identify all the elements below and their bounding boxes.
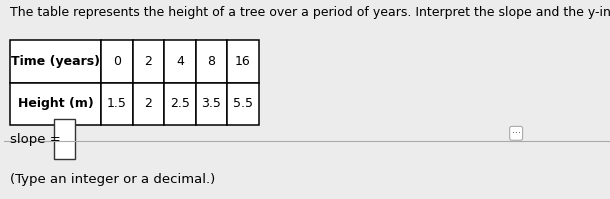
Bar: [101, 40, 133, 83]
Bar: [196, 40, 227, 83]
Text: 1.5: 1.5: [107, 98, 127, 110]
Bar: [133, 40, 164, 83]
Text: 3.5: 3.5: [201, 98, 221, 110]
Text: Height (m): Height (m): [18, 98, 94, 110]
Text: 5.5: 5.5: [233, 98, 253, 110]
Bar: [196, 83, 227, 125]
Bar: [133, 83, 164, 125]
Bar: [164, 40, 196, 83]
Bar: [10, 40, 101, 83]
Text: ···: ···: [512, 128, 520, 138]
Bar: [227, 83, 259, 125]
Text: 4: 4: [176, 55, 184, 68]
Bar: [10, 83, 101, 125]
Text: The table represents the height of a tree over a period of years. Interpret the : The table represents the height of a tre…: [10, 6, 610, 19]
Text: 16: 16: [235, 55, 251, 68]
Text: Time (years): Time (years): [12, 55, 100, 68]
Bar: [101, 83, 133, 125]
Text: (Type an integer or a decimal.): (Type an integer or a decimal.): [10, 173, 215, 186]
Text: 2.5: 2.5: [170, 98, 190, 110]
Text: 2: 2: [145, 98, 152, 110]
Text: 2: 2: [145, 55, 152, 68]
Bar: [164, 83, 196, 125]
Text: 8: 8: [207, 55, 215, 68]
Text: 0: 0: [113, 55, 121, 68]
Text: slope =: slope =: [10, 133, 61, 146]
Bar: [227, 40, 259, 83]
Bar: [54, 119, 75, 159]
